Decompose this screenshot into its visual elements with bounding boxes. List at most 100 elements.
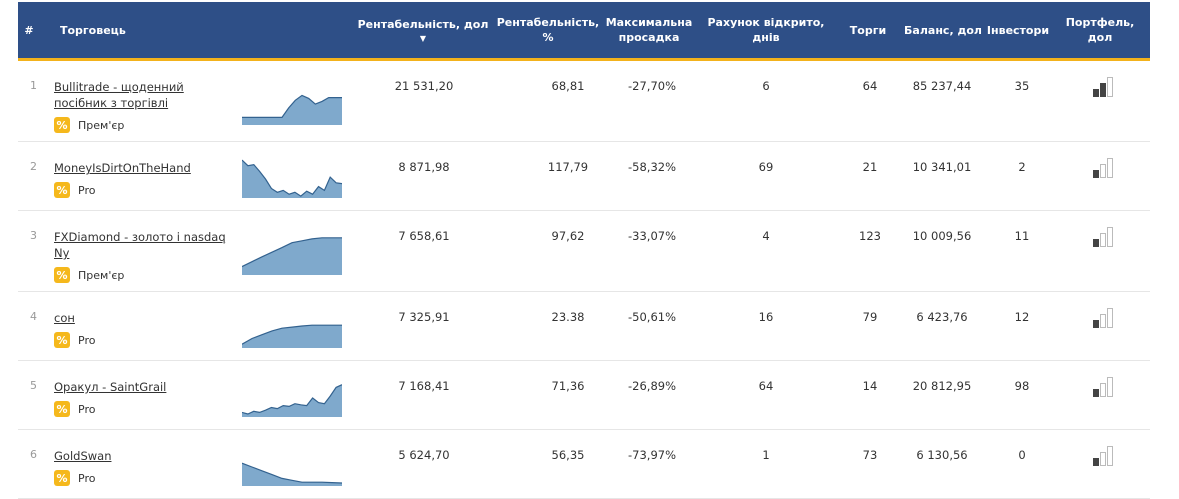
row-index: 5 bbox=[30, 379, 37, 392]
profit-usd-cell: 7 168,41 bbox=[398, 379, 450, 393]
equity-sparkline bbox=[242, 384, 342, 417]
header-index: # bbox=[24, 23, 34, 37]
tag-label: Прем'єр bbox=[78, 118, 125, 132]
sparkline-area bbox=[242, 160, 342, 198]
trades-cell: 21 bbox=[862, 160, 878, 174]
trader-name-link[interactable]: Bullitrade - щоденний посібник з торгівл… bbox=[54, 80, 184, 110]
header-profit-pct[interactable]: Рентабельність, % bbox=[496, 16, 600, 44]
portfolio-bar bbox=[1093, 239, 1099, 247]
balance-cell: 6 130,56 bbox=[916, 448, 968, 462]
trades-cell: 14 bbox=[862, 379, 878, 393]
percent-icon: % bbox=[54, 267, 70, 283]
trader-name-link[interactable]: Оракул - SaintGrail bbox=[54, 380, 167, 394]
portfolio-bar bbox=[1107, 308, 1113, 328]
sort-desc-icon[interactable]: ▼ bbox=[419, 33, 427, 43]
portfolio-bar bbox=[1100, 383, 1106, 397]
profit-usd-cell: 5 624,70 bbox=[398, 448, 450, 462]
trades-cell: 79 bbox=[862, 310, 878, 324]
trader-name-link[interactable]: сон bbox=[54, 311, 75, 325]
balance-cell: 10 009,56 bbox=[912, 229, 972, 243]
table-row[interactable]: 3 FXDiamond - золото і nasdaq Ny % Прем'… bbox=[18, 211, 1150, 292]
portfolio-bar bbox=[1107, 77, 1113, 97]
portfolio-level-icon bbox=[1093, 227, 1117, 247]
trader-tag: % Прем'єр bbox=[54, 117, 229, 133]
portfolio-bar bbox=[1100, 83, 1106, 97]
trader-info: сон % Pro bbox=[54, 310, 229, 348]
trades-cell: 64 bbox=[862, 79, 878, 93]
profit-usd-cell: 7 325,91 bbox=[398, 310, 450, 324]
trades-cell: 123 bbox=[859, 229, 881, 243]
balance-cell: 10 341,01 bbox=[912, 160, 972, 174]
table-row[interactable]: 4 сон % Pro 7 325,91 23.38 -50,61% 16 79 6 42… bbox=[18, 292, 1150, 361]
portfolio-level-icon bbox=[1093, 77, 1117, 97]
equity-sparkline bbox=[242, 462, 342, 486]
row-index: 2 bbox=[30, 160, 37, 173]
header-trader[interactable]: Торговець bbox=[60, 23, 126, 37]
portfolio-bar bbox=[1093, 320, 1099, 328]
equity-sparkline bbox=[242, 94, 342, 125]
portfolio-bar bbox=[1107, 158, 1113, 178]
sparkline-area bbox=[242, 237, 342, 275]
trader-info: FXDiamond - золото і nasdaq Ny % Прем'єр bbox=[54, 229, 229, 283]
drawdown-cell: -50,61% bbox=[628, 310, 676, 324]
days-open-cell: 69 bbox=[758, 160, 774, 174]
equity-sparkline bbox=[242, 324, 342, 348]
trader-name-link[interactable]: GoldSwan bbox=[54, 449, 112, 463]
equity-sparkline bbox=[242, 159, 342, 198]
drawdown-cell: -33,07% bbox=[628, 229, 676, 243]
table-row[interactable]: 2 MoneyIsDirtOnTheHand % Pro 8 871,98 117… bbox=[18, 142, 1150, 211]
days-open-cell: 16 bbox=[758, 310, 774, 324]
trader-name-link[interactable]: MoneyIsDirtOnTheHand bbox=[54, 161, 191, 175]
portfolio-bar bbox=[1107, 227, 1113, 247]
table-row[interactable]: 5 Оракул - SaintGrail % Pro 7 168,41 71,3… bbox=[18, 361, 1150, 430]
header-portfolio[interactable]: Портфель, дол bbox=[1065, 16, 1135, 44]
row-index: 3 bbox=[30, 229, 37, 242]
table-body: 1 Bullitrade - щоденний посібник з торгі… bbox=[18, 61, 1150, 499]
row-index: 1 bbox=[30, 79, 37, 92]
sparkline-area bbox=[242, 384, 342, 417]
portfolio-level-icon bbox=[1093, 158, 1117, 178]
equity-sparkline bbox=[242, 237, 342, 275]
portfolio-level-icon bbox=[1093, 308, 1117, 328]
sparkline-line bbox=[242, 237, 342, 268]
profit-pct-cell: 71,36 bbox=[551, 379, 585, 393]
profit-pct-cell: 117,79 bbox=[547, 160, 589, 174]
trader-tag: % Pro bbox=[54, 332, 229, 348]
header-profit-usd[interactable]: Рентабельність, дол ▼ bbox=[357, 17, 489, 43]
table-row[interactable]: 6 GoldSwan % Pro 5 624,70 56,35 -73,97% 1 73… bbox=[18, 430, 1150, 499]
percent-icon: % bbox=[54, 401, 70, 417]
investors-cell: 12 bbox=[1014, 310, 1030, 324]
drawdown-cell: -58,32% bbox=[628, 160, 676, 174]
header-investors[interactable]: Інвестори bbox=[986, 23, 1050, 37]
trader-tag: % Pro bbox=[54, 470, 229, 486]
balance-cell: 20 812,95 bbox=[912, 379, 972, 393]
header-days-open[interactable]: Рахунок відкрито, днів bbox=[707, 16, 825, 44]
days-open-cell: 64 bbox=[758, 379, 774, 393]
portfolio-level-icon bbox=[1093, 446, 1117, 466]
days-open-cell: 1 bbox=[762, 448, 770, 462]
header-balance[interactable]: Баланс, дол bbox=[904, 23, 982, 37]
header-trades[interactable]: Торги bbox=[849, 23, 887, 37]
trader-name-link[interactable]: FXDiamond - золото і nasdaq Ny bbox=[54, 230, 226, 260]
balance-cell: 85 237,44 bbox=[912, 79, 972, 93]
trader-info: Оракул - SaintGrail % Pro bbox=[54, 379, 229, 417]
investors-cell: 35 bbox=[1014, 79, 1030, 93]
portfolio-bar bbox=[1093, 89, 1099, 97]
trader-tag: % Pro bbox=[54, 401, 229, 417]
portfolio-bar bbox=[1093, 389, 1099, 397]
table-row[interactable]: 1 Bullitrade - щоденний посібник з торгі… bbox=[18, 61, 1150, 142]
profit-usd-cell: 7 658,61 bbox=[398, 229, 450, 243]
row-index: 4 bbox=[30, 310, 37, 323]
sparkline-line bbox=[242, 159, 342, 197]
drawdown-cell: -26,89% bbox=[628, 379, 676, 393]
percent-icon: % bbox=[54, 117, 70, 133]
portfolio-bar bbox=[1100, 452, 1106, 466]
portfolio-bar bbox=[1100, 164, 1106, 178]
investors-cell: 11 bbox=[1014, 229, 1030, 243]
investors-cell: 0 bbox=[1018, 448, 1026, 462]
header-drawdown[interactable]: Максимальна просадка bbox=[605, 16, 693, 44]
portfolio-bar bbox=[1107, 446, 1113, 466]
tag-label: Pro bbox=[78, 471, 96, 485]
profit-pct-cell: 56,35 bbox=[551, 448, 585, 462]
sparkline-line bbox=[242, 462, 342, 484]
